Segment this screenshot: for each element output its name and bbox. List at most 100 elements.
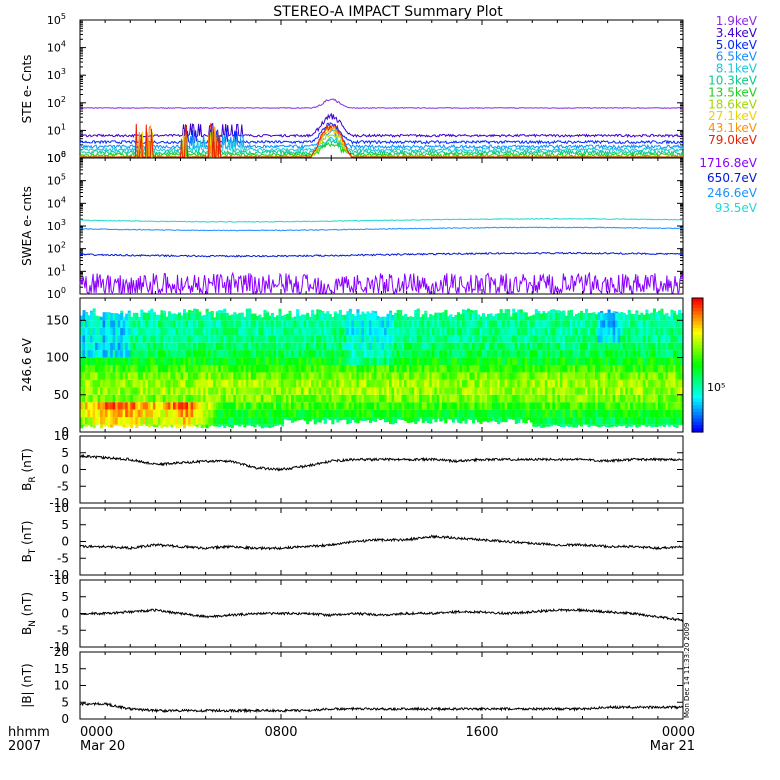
pad-heatmap-cell: [205, 417, 209, 425]
pad-heatmap-cell: [321, 312, 325, 321]
pad-heatmap-cell: [351, 394, 355, 403]
pad-heatmap-cell: [291, 350, 295, 358]
pad-heatmap-cell: [298, 350, 302, 358]
pad-heatmap-cell: [660, 327, 664, 336]
pad-heatmap-cell: [112, 402, 116, 410]
pad-heatmap-cell: [519, 394, 523, 403]
pad-heatmap-cell: [471, 402, 475, 410]
pad-heatmap-cell: [193, 327, 197, 336]
pad-heatmap-cell: [326, 409, 330, 418]
pad-heatmap-cell: [600, 335, 604, 343]
pad-heatmap-cell: [117, 350, 121, 358]
pad-heatmap-cell: [331, 379, 335, 388]
pad-heatmap-cell: [253, 320, 257, 328]
pad-heatmap-cell: [112, 335, 116, 343]
pad-heatmap-cell: [363, 313, 367, 321]
pad-heatmap-cell: [464, 387, 468, 395]
pad-heatmap-cell: [554, 320, 558, 328]
pad-heatmap-cell: [557, 402, 561, 410]
pad-heatmap-cell: [253, 335, 257, 343]
pad-heatmap-cell: [348, 417, 352, 424]
x-tick-label: 1600: [465, 725, 498, 740]
pad-heatmap-cell: [474, 310, 478, 313]
pad-heatmap-cell: [567, 350, 571, 358]
pad-heatmap-cell: [376, 365, 380, 373]
pad-heatmap-cell: [208, 327, 212, 336]
pad-heatmap-cell: [471, 357, 475, 365]
pad-heatmap-cell: [552, 312, 556, 321]
pad-colorbar-cell: [692, 351, 703, 356]
pad-heatmap-cell: [331, 402, 335, 410]
pad-heatmap-cell: [215, 335, 219, 343]
pad-heatmap-cell: [248, 402, 252, 410]
pad-heatmap-cell: [188, 335, 192, 343]
pad-heatmap-cell: [162, 379, 166, 388]
pad-heatmap-cell: [662, 372, 666, 380]
pad-heatmap-cell: [399, 365, 403, 373]
pad-heatmap-cell: [152, 342, 156, 351]
pad-heatmap-cell: [544, 320, 548, 328]
pad-heatmap-cell: [554, 335, 558, 343]
pad-heatmap-cell: [436, 394, 440, 403]
pad-heatmap-cell: [115, 350, 119, 358]
pad-heatmap-cell: [278, 308, 282, 313]
pad-heatmap-cell: [135, 342, 139, 351]
pad-heatmap-cell: [321, 417, 325, 421]
pad-heatmap-cell: [356, 409, 360, 418]
pad-heatmap-cell: [306, 365, 310, 373]
pad-heatmap-cell: [273, 394, 277, 403]
pad-heatmap-cell: [620, 357, 624, 365]
pad-colorbar-cell: [692, 425, 703, 430]
pad-heatmap-cell: [384, 320, 388, 328]
pad-heatmap-cell: [497, 335, 501, 343]
pad-heatmap-cell: [255, 387, 259, 395]
pad-heatmap-cell: [602, 372, 606, 380]
pad-heatmap-cell: [459, 379, 463, 388]
pad-heatmap-cell: [271, 335, 275, 343]
pad-heatmap-cell: [444, 320, 448, 328]
pad-heatmap-cell: [253, 409, 257, 418]
pad-heatmap-cell: [228, 379, 232, 388]
pad-heatmap-cell: [374, 320, 378, 328]
pad-heatmap-cell: [371, 357, 375, 365]
pad-heatmap-cell: [675, 379, 679, 388]
pad-heatmap-cell: [587, 379, 591, 388]
pad-heatmap-cell: [622, 313, 626, 321]
pad-heatmap-cell: [542, 424, 546, 428]
pad-heatmap-cell: [200, 424, 204, 429]
pad-heatmap-cell: [228, 335, 232, 343]
pad-heatmap-cell: [662, 335, 666, 343]
pad-heatmap-cell: [363, 350, 367, 358]
pad-heatmap-cell: [474, 327, 478, 336]
pad-heatmap-cell: [85, 342, 89, 351]
pad-heatmap-cell: [271, 350, 275, 358]
pad-heatmap-cell: [431, 409, 435, 418]
pad-heatmap-cell: [165, 335, 169, 343]
pad-heatmap-cell: [381, 409, 385, 418]
pad-heatmap-cell: [371, 310, 375, 313]
pad-heatmap-cell: [429, 335, 433, 343]
pad-heatmap-cell: [175, 327, 179, 336]
pad-heatmap-cell: [379, 402, 383, 410]
pad-heatmap-cell: [92, 379, 96, 388]
pad-heatmap-cell: [87, 409, 91, 418]
pad-heatmap-cell: [567, 310, 571, 313]
pad-heatmap-cell: [200, 402, 204, 410]
pad-heatmap-cell: [449, 365, 453, 373]
pad-heatmap-cell: [492, 379, 496, 388]
pad-heatmap-cell: [416, 379, 420, 388]
pad-heatmap-cell: [517, 357, 521, 365]
pad-heatmap-cell: [223, 327, 227, 336]
pad-heatmap-cell: [559, 387, 563, 395]
pad-heatmap-cell: [399, 342, 403, 351]
pad-heatmap-cell: [580, 424, 584, 427]
pad-heatmap-cell: [645, 387, 649, 395]
pad-heatmap-cell: [461, 357, 465, 365]
pad-heatmap-cell: [374, 350, 378, 358]
pad-heatmap-cell: [577, 379, 581, 388]
pad-heatmap-cell: [306, 372, 310, 380]
pad-heatmap-cell: [323, 387, 327, 395]
pad-heatmap-cell: [346, 417, 350, 425]
pad-heatmap-cell: [411, 402, 415, 410]
pad-heatmap-cell: [115, 320, 119, 328]
